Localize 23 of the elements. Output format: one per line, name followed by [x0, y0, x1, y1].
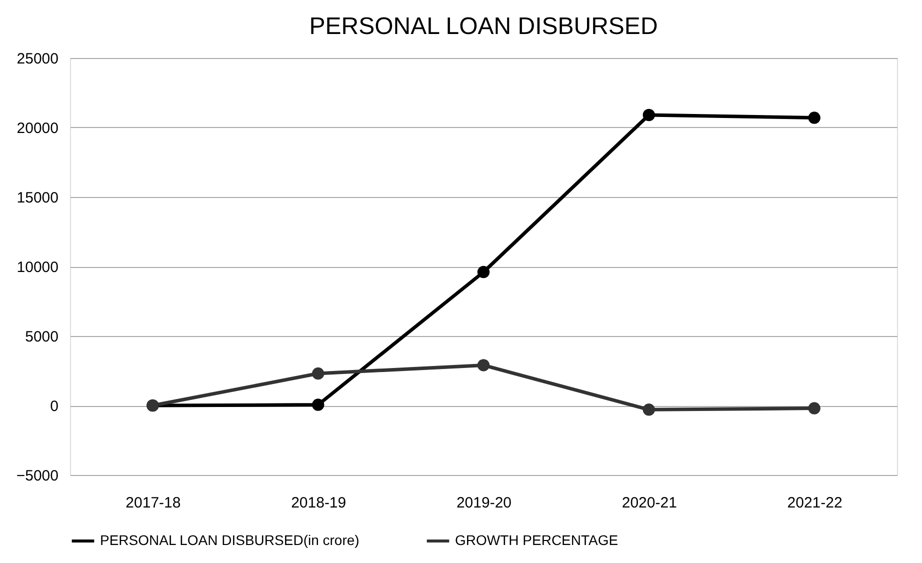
legend-label: GROWTH PERCENTAGE	[455, 532, 618, 548]
y-tick-label: 5000	[25, 328, 58, 346]
point	[808, 112, 820, 124]
y-tick-label: 15000	[16, 190, 58, 206]
y-tick-label: 25000	[16, 50, 58, 68]
x-tick-label: 2018-19	[291, 494, 346, 512]
y-tick-label: −5000	[16, 468, 58, 484]
y-tick-label: 0	[50, 398, 58, 415]
point	[312, 367, 324, 380]
x-tick-label: 2020-21	[622, 494, 677, 512]
point	[477, 266, 490, 278]
legend-label: PERSONAL LOAN DISBURSED(in crore)	[100, 532, 360, 548]
y-tick-label: 10000	[16, 259, 58, 276]
point	[808, 402, 820, 414]
x-tick-label: 2019-20	[456, 494, 512, 512]
point	[642, 108, 656, 122]
x-tick-label: 2021-22	[787, 494, 842, 512]
chart-title: PERSONAL LOAN DISBURSED	[309, 13, 658, 40]
x-tick-label: 2017-18	[126, 494, 181, 512]
point	[312, 398, 324, 411]
point	[642, 404, 656, 416]
point	[477, 359, 490, 372]
y-tick-label: 20000	[16, 120, 58, 137]
